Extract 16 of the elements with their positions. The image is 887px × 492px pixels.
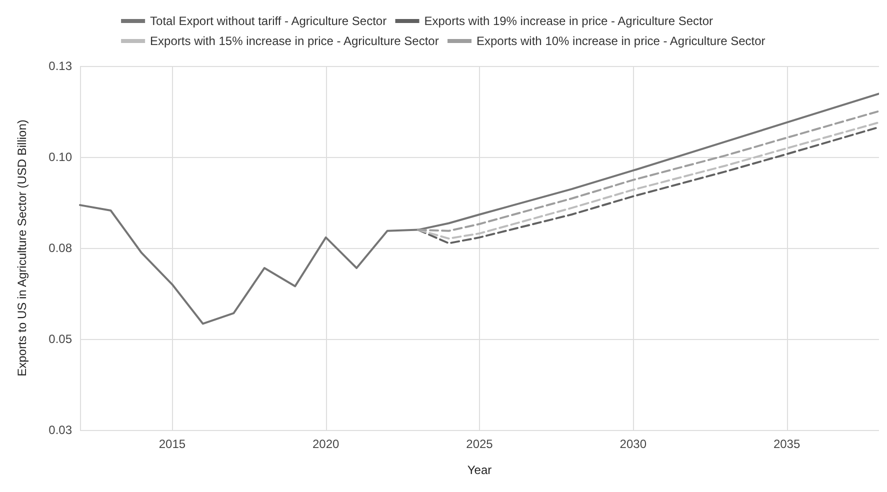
y-tick-label: 0.05	[48, 332, 72, 346]
legend-label: Exports with 15% increase in price - Agriculture Sector	[150, 34, 439, 48]
x-tick-label: 2030	[620, 437, 647, 451]
x-tick-label: 2020	[312, 437, 340, 451]
x-tick-label: 2015	[158, 437, 186, 451]
y-tick-label: 0.13	[48, 59, 72, 73]
legend-label: Total Export without tariff - Agriculture Sector	[150, 14, 387, 28]
y-tick-label: 0.08	[48, 241, 72, 255]
x-tick-label: 2035	[773, 437, 800, 451]
y-tick-label: 0.10	[48, 150, 72, 164]
x-tick-label: 2025	[466, 437, 494, 451]
legend-label: Exports with 19% increase in price - Agriculture Sector	[424, 14, 714, 28]
legend-label: Exports with 10% increase in price - Agriculture Sector	[476, 34, 766, 48]
x-axis-title: Year	[467, 463, 492, 477]
y-axis-title: Exports to US in Agriculture Sector (USD Billion)	[15, 120, 29, 376]
y-tick-label: 0.03	[48, 423, 72, 437]
